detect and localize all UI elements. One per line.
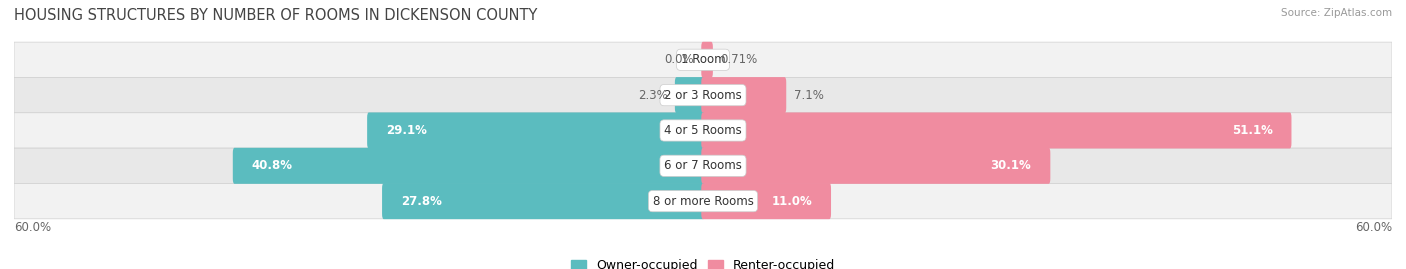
Text: 8 or more Rooms: 8 or more Rooms <box>652 195 754 208</box>
FancyBboxPatch shape <box>14 148 1392 183</box>
FancyBboxPatch shape <box>702 183 831 219</box>
FancyBboxPatch shape <box>14 183 1392 219</box>
Text: 0.0%: 0.0% <box>664 53 693 66</box>
Text: 51.1%: 51.1% <box>1232 124 1272 137</box>
Text: 1 Room: 1 Room <box>681 53 725 66</box>
Text: 60.0%: 60.0% <box>1355 221 1392 234</box>
Text: Source: ZipAtlas.com: Source: ZipAtlas.com <box>1281 8 1392 18</box>
FancyBboxPatch shape <box>14 77 1392 113</box>
FancyBboxPatch shape <box>382 183 704 219</box>
Text: 29.1%: 29.1% <box>387 124 427 137</box>
Text: 11.0%: 11.0% <box>772 195 813 208</box>
FancyBboxPatch shape <box>675 77 704 113</box>
Text: 0.71%: 0.71% <box>720 53 758 66</box>
Text: 2 or 3 Rooms: 2 or 3 Rooms <box>664 89 742 102</box>
Text: 6 or 7 Rooms: 6 or 7 Rooms <box>664 159 742 172</box>
Legend: Owner-occupied, Renter-occupied: Owner-occupied, Renter-occupied <box>567 254 839 269</box>
Text: 40.8%: 40.8% <box>252 159 292 172</box>
Text: 60.0%: 60.0% <box>14 221 51 234</box>
FancyBboxPatch shape <box>367 112 704 148</box>
FancyBboxPatch shape <box>702 42 713 78</box>
Text: 2.3%: 2.3% <box>638 89 668 102</box>
Text: HOUSING STRUCTURES BY NUMBER OF ROOMS IN DICKENSON COUNTY: HOUSING STRUCTURES BY NUMBER OF ROOMS IN… <box>14 8 537 23</box>
Text: 7.1%: 7.1% <box>794 89 824 102</box>
Text: 30.1%: 30.1% <box>991 159 1032 172</box>
Text: 27.8%: 27.8% <box>401 195 441 208</box>
FancyBboxPatch shape <box>14 42 1392 77</box>
FancyBboxPatch shape <box>14 113 1392 148</box>
FancyBboxPatch shape <box>233 148 704 184</box>
FancyBboxPatch shape <box>702 77 786 113</box>
FancyBboxPatch shape <box>702 112 1292 148</box>
Text: 4 or 5 Rooms: 4 or 5 Rooms <box>664 124 742 137</box>
FancyBboxPatch shape <box>702 148 1050 184</box>
